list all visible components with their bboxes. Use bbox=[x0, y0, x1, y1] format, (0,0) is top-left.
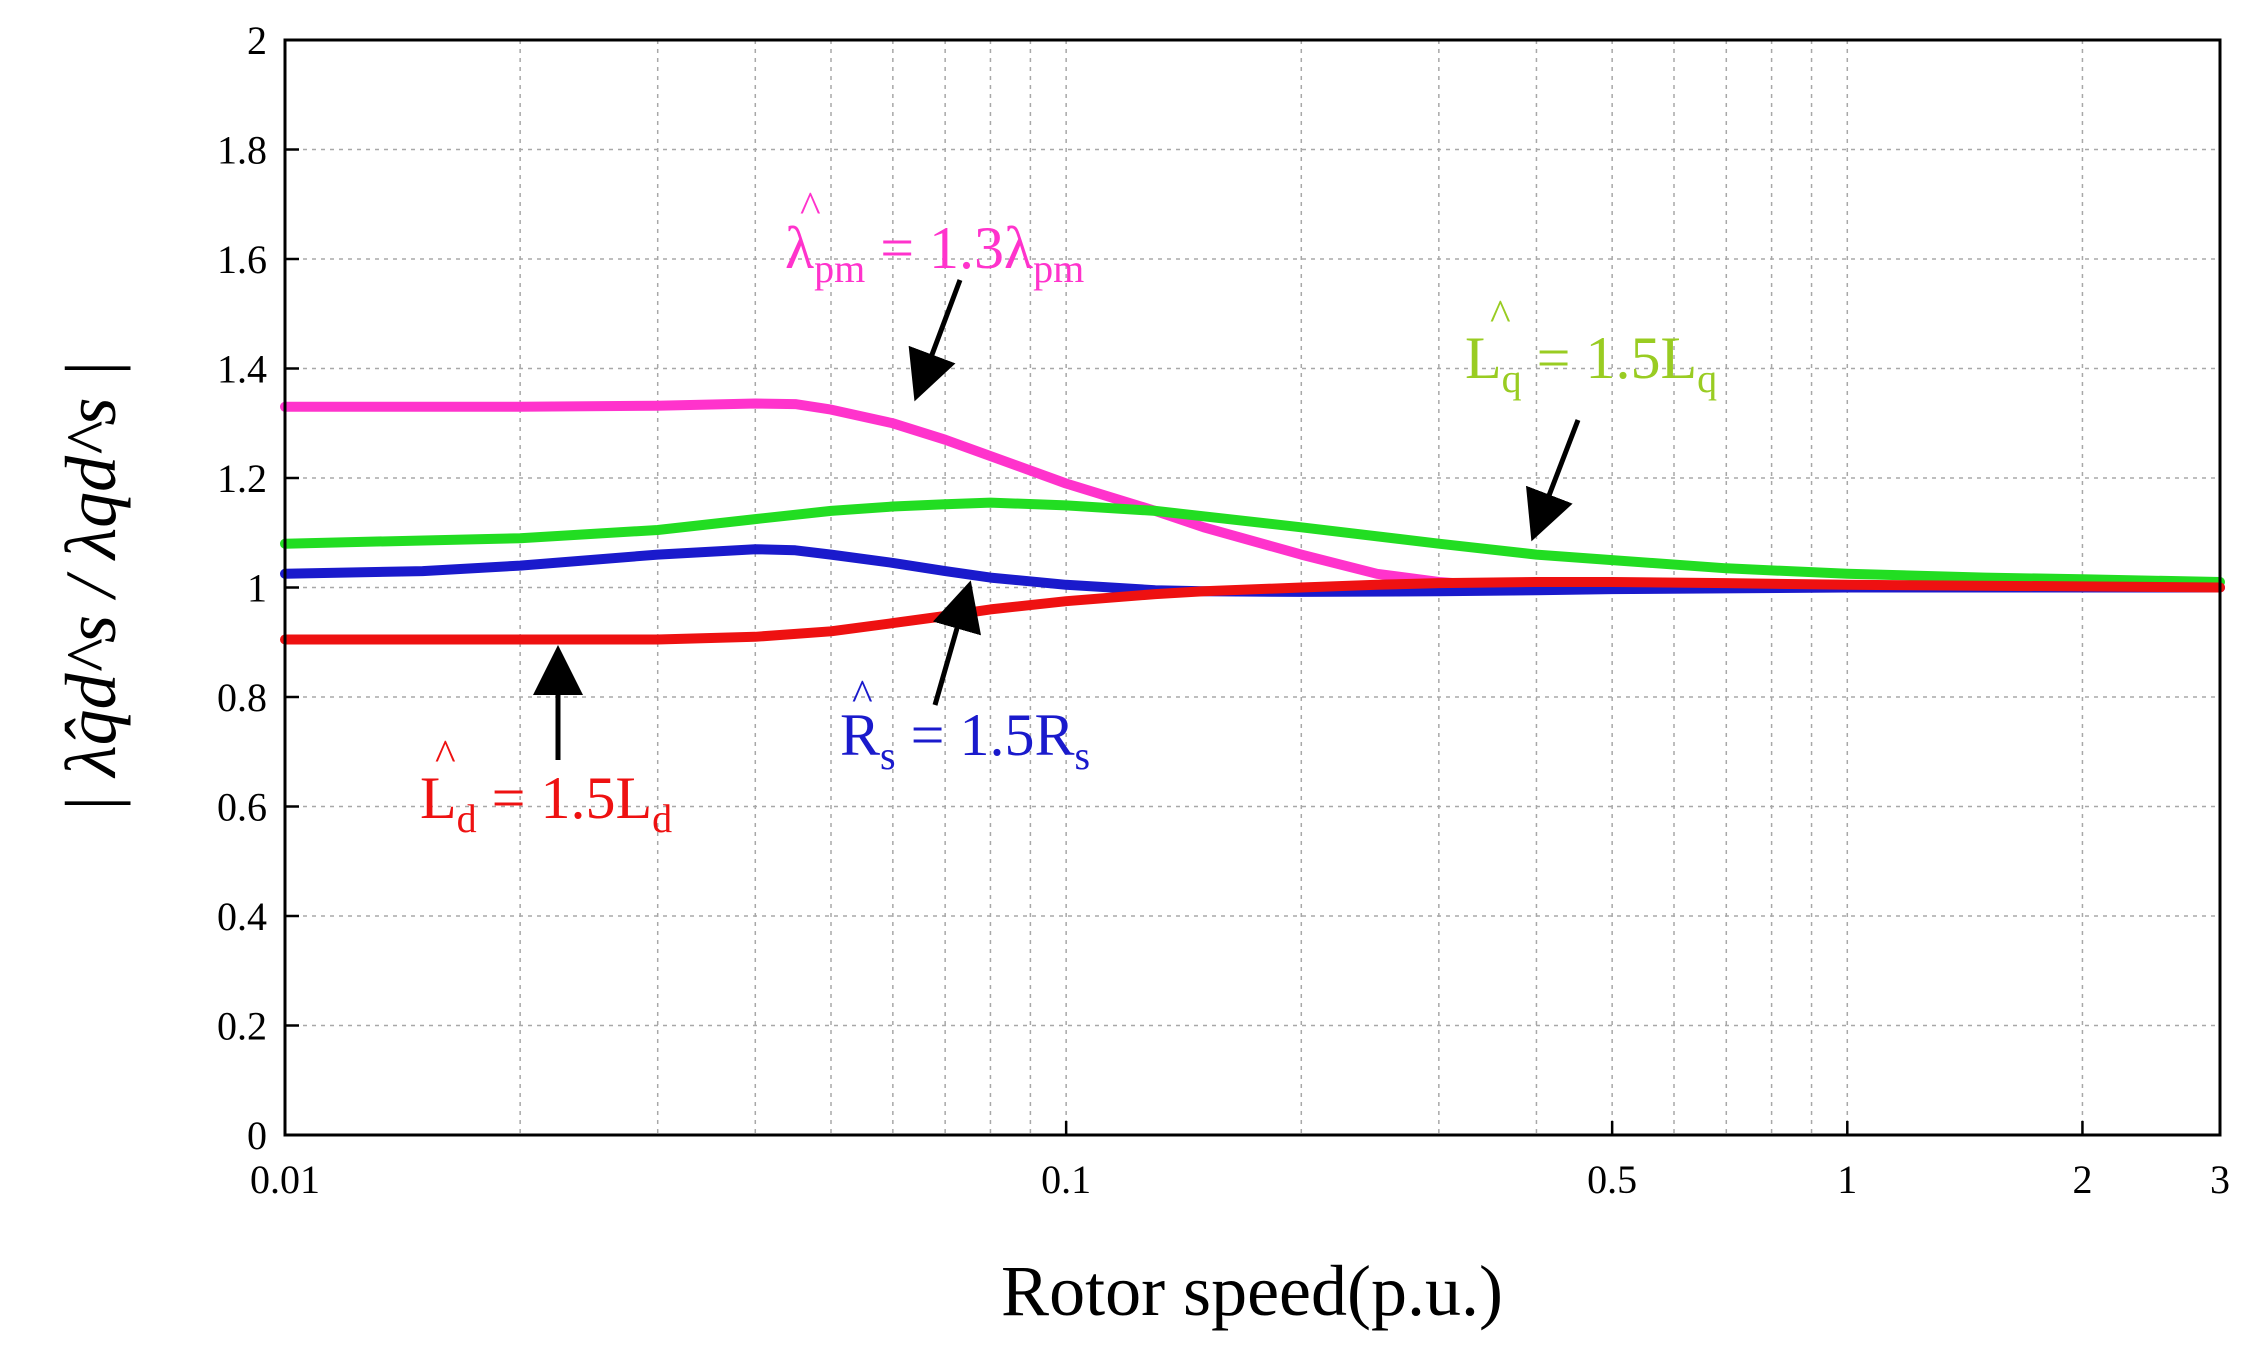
arrow-l-q bbox=[1525, 419, 1581, 542]
annotation-l-q: ^ Lq = 1.5Lq bbox=[1465, 291, 1717, 542]
y-tick-label: 0 bbox=[247, 1113, 267, 1158]
x-tick-label: 3 bbox=[2210, 1157, 2230, 1202]
arrow-r-s bbox=[932, 580, 981, 706]
y-axis-label: | λ̂qd^s / λqd^s | bbox=[51, 360, 131, 815]
x-tick-labels: 0.01 0.1 0.5 1 2 3 bbox=[250, 1121, 2230, 1202]
y-tick-labels: 0 0.2 0.4 0.6 0.8 1 1.2 1.4 1.6 1.8 2 bbox=[217, 18, 299, 1158]
svg-text:^: ^ bbox=[435, 731, 456, 780]
grid bbox=[285, 40, 2220, 1135]
x-tick-label: 0.5 bbox=[1587, 1157, 1637, 1202]
x-axis-label: Rotor speed(p.u.) bbox=[1001, 1251, 1503, 1331]
x-tick-label: 0.1 bbox=[1041, 1157, 1091, 1202]
y-tick-label: 0.6 bbox=[217, 785, 267, 830]
svg-text:^: ^ bbox=[800, 183, 821, 232]
svg-text:λpm = 1.3λpm: λpm = 1.3λpm bbox=[785, 215, 1084, 291]
y-tick-label: 2 bbox=[247, 18, 267, 63]
y-tick-label: 0.2 bbox=[217, 1004, 267, 1049]
y-tick-label: 1 bbox=[247, 566, 267, 611]
series-line-l-q bbox=[280, 497, 2225, 587]
series-line-r-s bbox=[280, 544, 2225, 597]
annotation-r-s: ^ Rs = 1.5Rs bbox=[840, 580, 1090, 778]
y-tick-label: 0.4 bbox=[217, 894, 267, 939]
x-tick-label: 1 bbox=[1837, 1157, 1857, 1202]
y-tick-label: 1.8 bbox=[217, 128, 267, 173]
svg-text:^: ^ bbox=[1490, 291, 1511, 340]
svg-text:^: ^ bbox=[852, 671, 873, 720]
y-tick-label: 0.8 bbox=[217, 675, 267, 720]
svg-text:Rs = 1.5Rs: Rs = 1.5Rs bbox=[840, 702, 1090, 778]
annotation-l-d: ^ Ld = 1.5Ld bbox=[420, 645, 672, 841]
y-tick-label: 1.6 bbox=[217, 237, 267, 282]
svg-text:Ld = 1.5Ld: Ld = 1.5Ld bbox=[420, 765, 672, 841]
y-tick-label: 1.2 bbox=[217, 456, 267, 501]
x-tick-label: 0.01 bbox=[250, 1157, 320, 1202]
arrow-lambda-pm bbox=[908, 279, 963, 402]
series-group bbox=[280, 398, 2225, 645]
series-line-l-d bbox=[280, 577, 2225, 645]
svg-text:Lq = 1.5Lq: Lq = 1.5Lq bbox=[1465, 325, 1717, 401]
y-tick-label: 1.4 bbox=[217, 347, 267, 392]
x-tick-label: 2 bbox=[2072, 1157, 2092, 1202]
annotation-lambda-pm: ^ λpm = 1.3λpm bbox=[785, 183, 1084, 402]
